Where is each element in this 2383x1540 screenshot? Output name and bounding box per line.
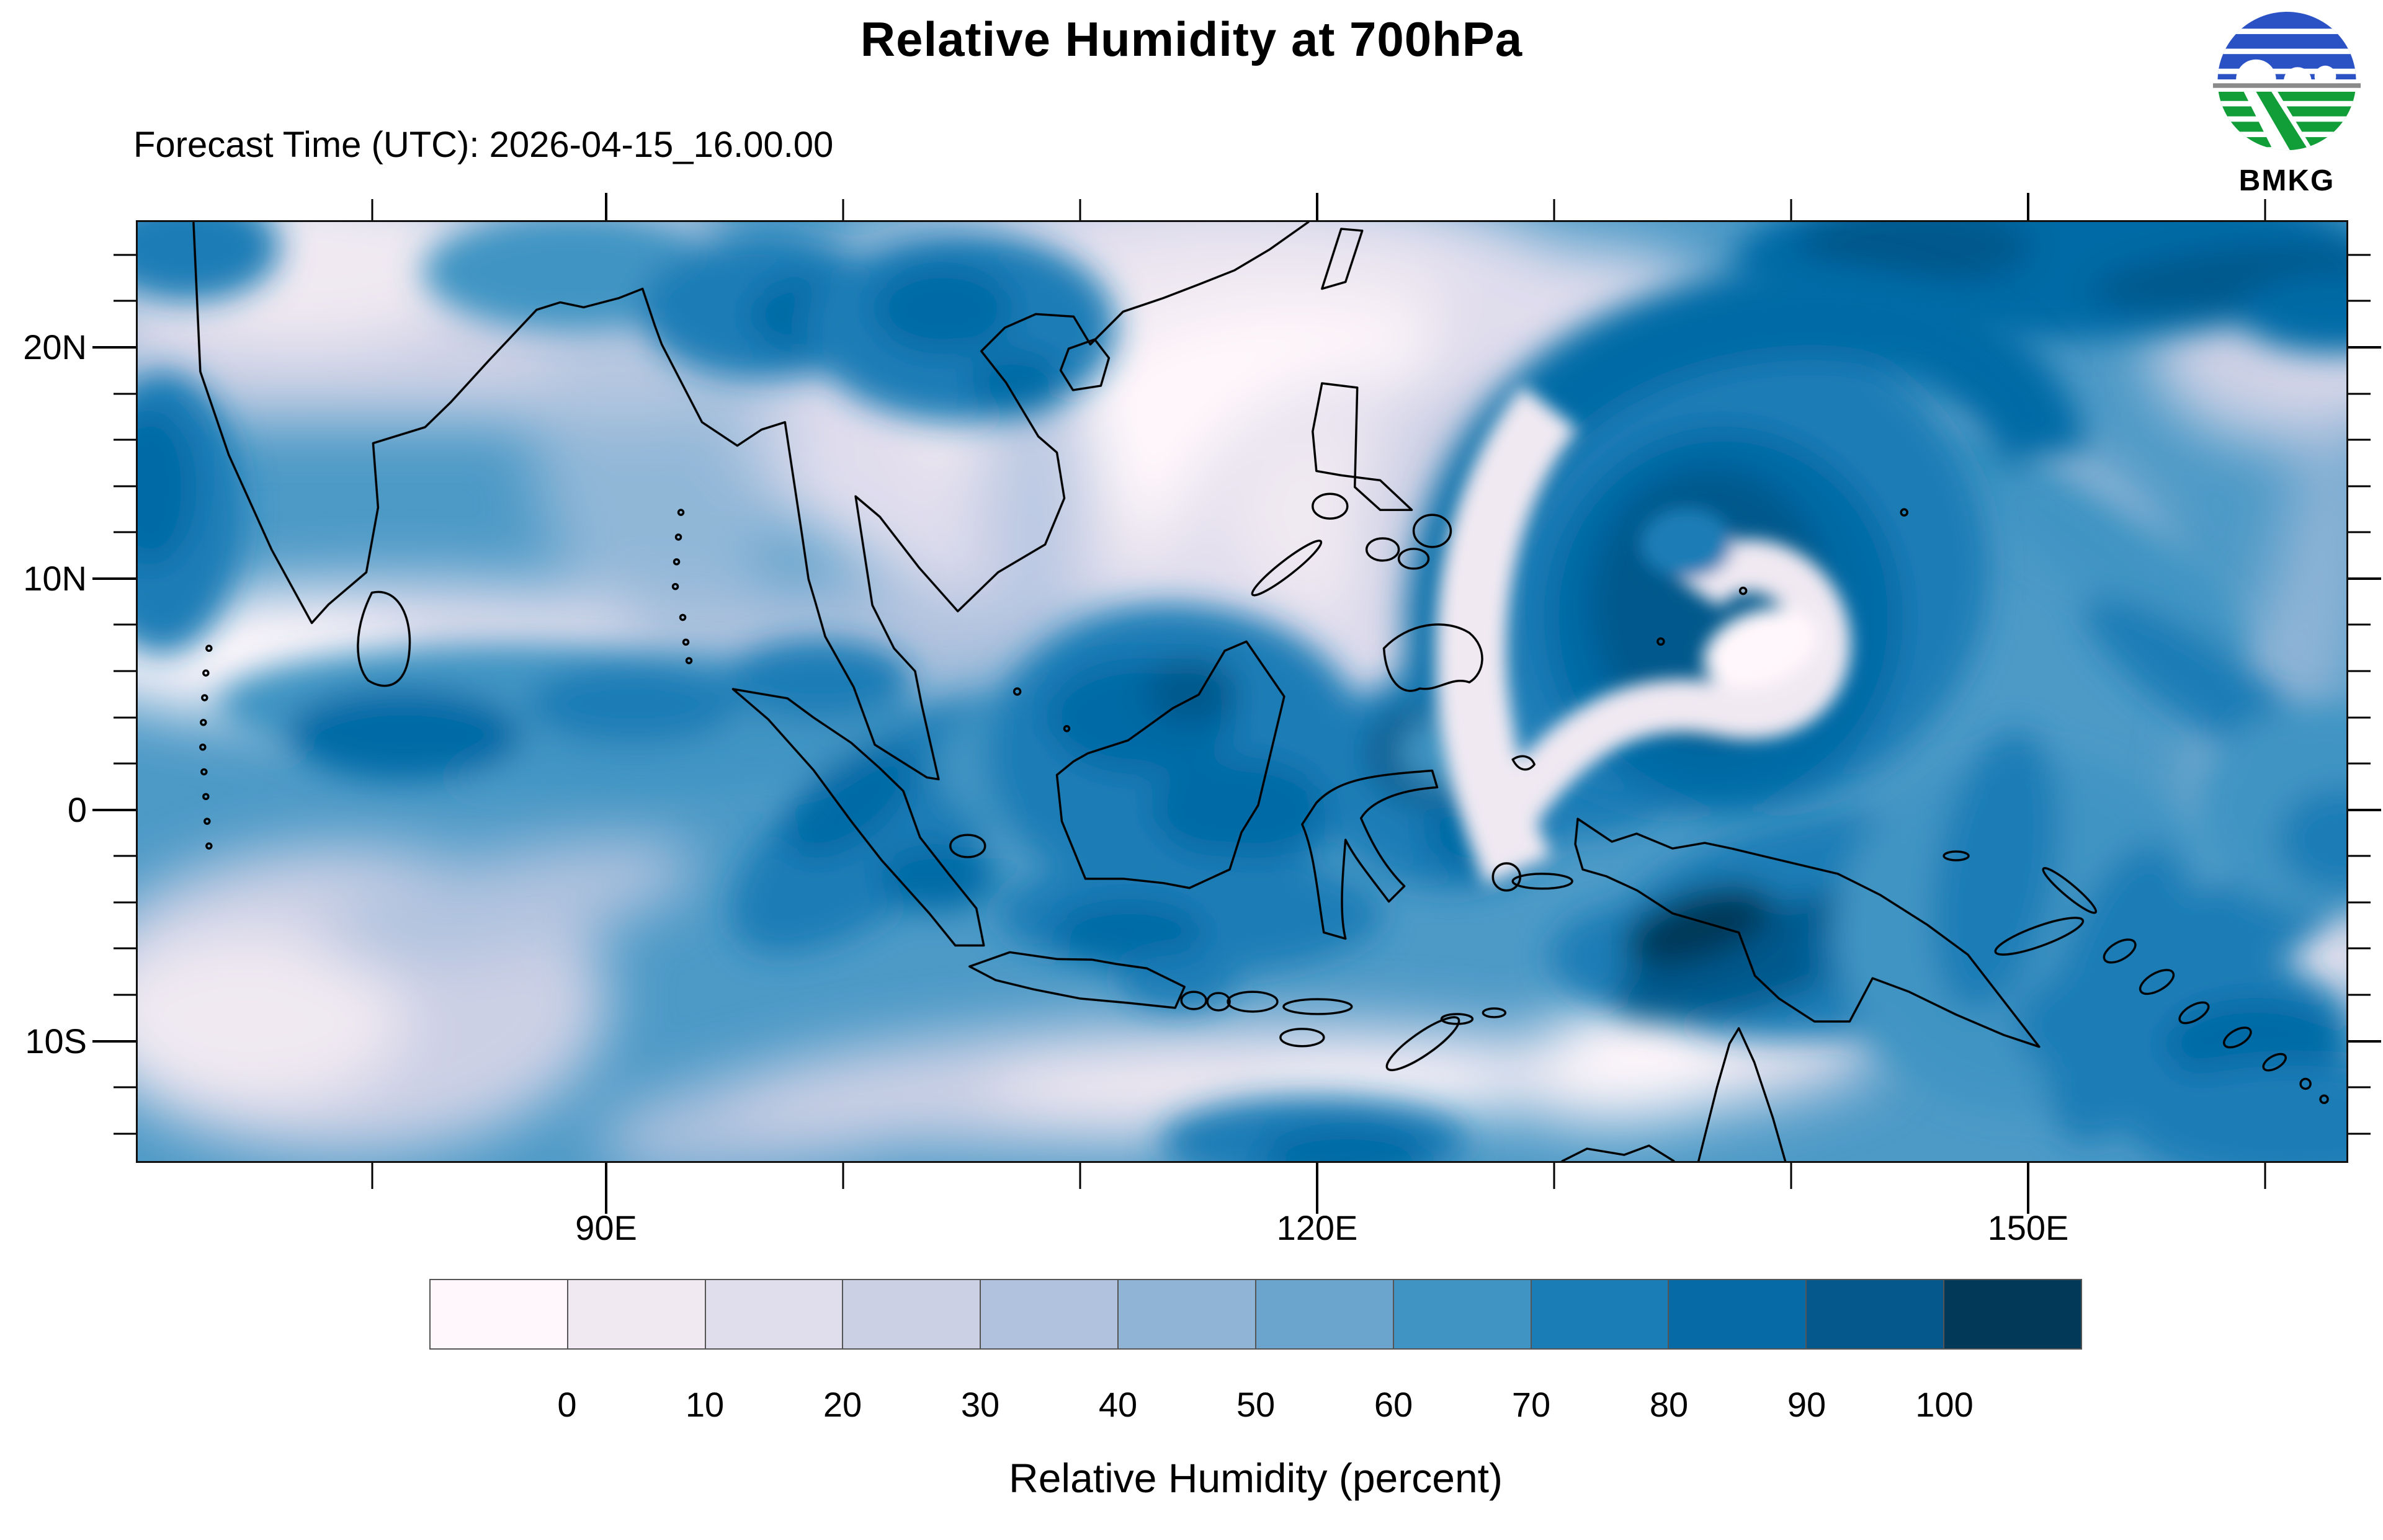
- colorbar-tick-10: 10: [685, 1385, 725, 1424]
- colorbar-segment: [1669, 1280, 1807, 1348]
- colorbar-tick-60: 60: [1374, 1385, 1413, 1424]
- lon-label-120e: 120E: [1276, 1208, 1358, 1247]
- colorbar-tick-0: 0: [557, 1385, 577, 1424]
- colorbar-segment: [1944, 1280, 2081, 1348]
- lat-label-10s: 10S: [25, 1021, 87, 1061]
- colorbar-tick-50: 50: [1236, 1385, 1276, 1424]
- colorbar-tick-100: 100: [1915, 1385, 1974, 1424]
- colorbar-segment: [981, 1280, 1119, 1348]
- colorbar-segment: [1531, 1280, 1670, 1348]
- colorbar-segment: [843, 1280, 981, 1348]
- colorbar-segment: [1119, 1280, 1256, 1348]
- lat-label-0: 0: [67, 790, 87, 829]
- bmkg-logo: BMKG: [2210, 9, 2364, 198]
- lat-label-10n: 10N: [23, 559, 87, 598]
- colorbar-tick-30: 30: [960, 1385, 1000, 1424]
- humidity-field: [138, 222, 2346, 1161]
- lon-label-90e: 90E: [575, 1208, 637, 1247]
- bmkg-logo-text: BMKG: [2238, 164, 2335, 197]
- colorbar-title: Relative Humidity (percent): [1009, 1455, 1503, 1501]
- page-title: Relative Humidity at 700hPa: [860, 12, 1523, 66]
- lat-label-20n: 20N: [23, 327, 87, 367]
- colorbar-tick-80: 80: [1649, 1385, 1689, 1424]
- map-canvas: [136, 220, 2348, 1163]
- lon-label-150e: 150E: [1987, 1208, 2069, 1247]
- colorbar-tick-20: 20: [823, 1385, 862, 1424]
- colorbar-segment: [568, 1280, 706, 1348]
- colorbar: [429, 1279, 2082, 1350]
- colorbar-tick-90: 90: [1787, 1385, 1826, 1424]
- colorbar-tick-40: 40: [1098, 1385, 1138, 1424]
- colorbar-segment: [1393, 1280, 1532, 1348]
- colorbar-segment: [431, 1280, 568, 1348]
- colorbar-tick-70: 70: [1511, 1385, 1551, 1424]
- colorbar-segment: [705, 1280, 844, 1348]
- colorbar-segment: [1807, 1280, 1945, 1348]
- bmkg-logo-icon: [2212, 11, 2361, 151]
- forecast-time-label: Forecast Time (UTC): 2026-04-15_16.00.00: [133, 125, 834, 165]
- colorbar-segment: [1256, 1280, 1394, 1348]
